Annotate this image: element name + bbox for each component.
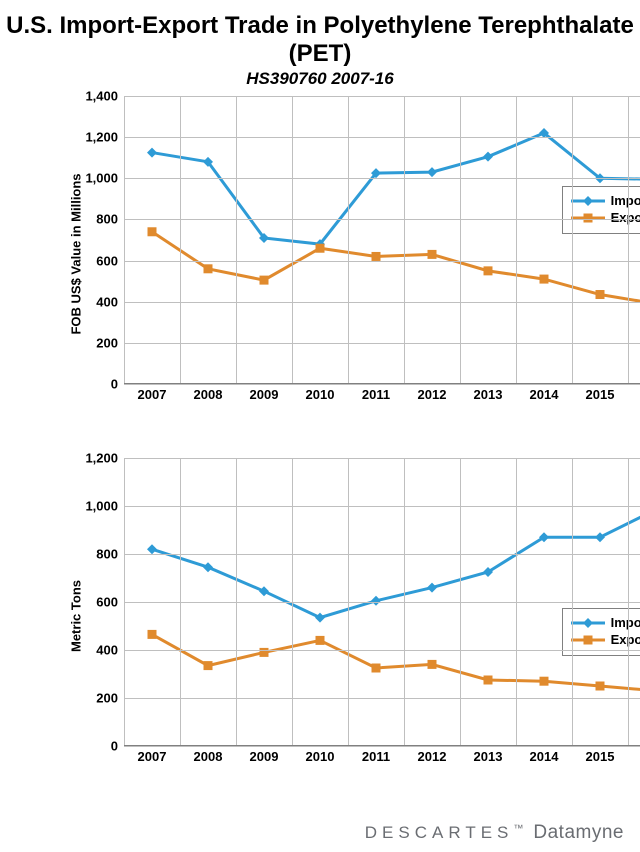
y-tick-label: 200 — [96, 691, 124, 706]
legend-label-exports: Exports — [611, 632, 640, 647]
legend-row-exports: Exports — [571, 632, 640, 647]
x-tick-label: 2015 — [586, 383, 615, 402]
legend-swatch-exports — [571, 212, 605, 224]
x-tick-label: 2011 — [362, 383, 390, 402]
y-tick-label: 600 — [96, 595, 124, 610]
brand-descartes-text: DESCARTES — [365, 823, 514, 842]
x-tick-label: 2010 — [306, 745, 335, 764]
y-tick-label: 800 — [96, 212, 124, 227]
y-tick-label: 1,200 — [85, 130, 124, 145]
x-tick-label: 2013 — [474, 383, 503, 402]
plot-area: Imports Exports 02004006008001,0001,2002… — [124, 458, 640, 746]
y-tick-label: 1,000 — [85, 499, 124, 514]
page-subtitle: HS390760 2007-16 — [0, 69, 640, 89]
y-axis-label: Metric Tons — [69, 580, 84, 652]
legend-swatch-exports — [571, 634, 605, 646]
brand-descartes: DESCARTES™ — [365, 823, 524, 843]
x-tick-label: 2014 — [530, 383, 559, 402]
x-tick-label: 2009 — [250, 745, 279, 764]
x-tick-label: 2011 — [362, 745, 390, 764]
legend-row-exports: Exports — [571, 210, 640, 225]
x-tick-label: 2007 — [138, 745, 167, 764]
y-tick-label: 800 — [96, 547, 124, 562]
y-tick-label: 1,400 — [85, 89, 124, 104]
x-tick-label: 2012 — [418, 745, 447, 764]
title-block: U.S. Import-Export Trade in Polyethylene… — [0, 0, 640, 89]
chart-svg — [124, 96, 640, 384]
y-tick-label: 1,200 — [85, 451, 124, 466]
x-tick-label: 2014 — [530, 745, 559, 764]
chart-value: FOB US$ Value in Millions Imports Export… — [124, 96, 604, 412]
page-title: U.S. Import-Export Trade in Polyethylene… — [0, 12, 640, 67]
y-tick-label: 0 — [111, 377, 124, 392]
brand-datamyne: Datamyne — [533, 822, 624, 844]
x-tick-label: 2008 — [194, 383, 223, 402]
x-tick-label: 2009 — [250, 383, 279, 402]
y-tick-label: 0 — [111, 739, 124, 754]
legend-row-imports: Imports — [571, 615, 640, 630]
footer-brand: DESCARTES™ Datamyne — [365, 822, 624, 844]
legend-label-imports: Imports — [611, 615, 640, 630]
y-tick-label: 400 — [96, 643, 124, 658]
chart-tons: Metric Tons Imports Exports 020040060080… — [124, 458, 604, 774]
legend-row-imports: Imports — [571, 193, 640, 208]
plot-area: Imports Exports 02004006008001,0001,2001… — [124, 96, 640, 384]
legend-label-exports: Exports — [611, 210, 640, 225]
x-tick-label: 2015 — [586, 745, 615, 764]
x-tick-label: 2010 — [306, 383, 335, 402]
x-tick-label: 2012 — [418, 383, 447, 402]
legend-swatch-imports — [571, 617, 605, 629]
x-tick-label: 2008 — [194, 745, 223, 764]
y-tick-label: 1,000 — [85, 171, 124, 186]
x-tick-label: 2007 — [138, 383, 167, 402]
y-tick-label: 600 — [96, 253, 124, 268]
legend-label-imports: Imports — [611, 193, 640, 208]
exports-line — [152, 232, 640, 304]
trademark-icon: ™ — [513, 823, 523, 834]
y-tick-label: 200 — [96, 335, 124, 350]
legend-swatch-imports — [571, 195, 605, 207]
y-axis-label: FOB US$ Value in Millions — [69, 173, 84, 334]
y-tick-label: 400 — [96, 294, 124, 309]
x-tick-label: 2013 — [474, 745, 503, 764]
